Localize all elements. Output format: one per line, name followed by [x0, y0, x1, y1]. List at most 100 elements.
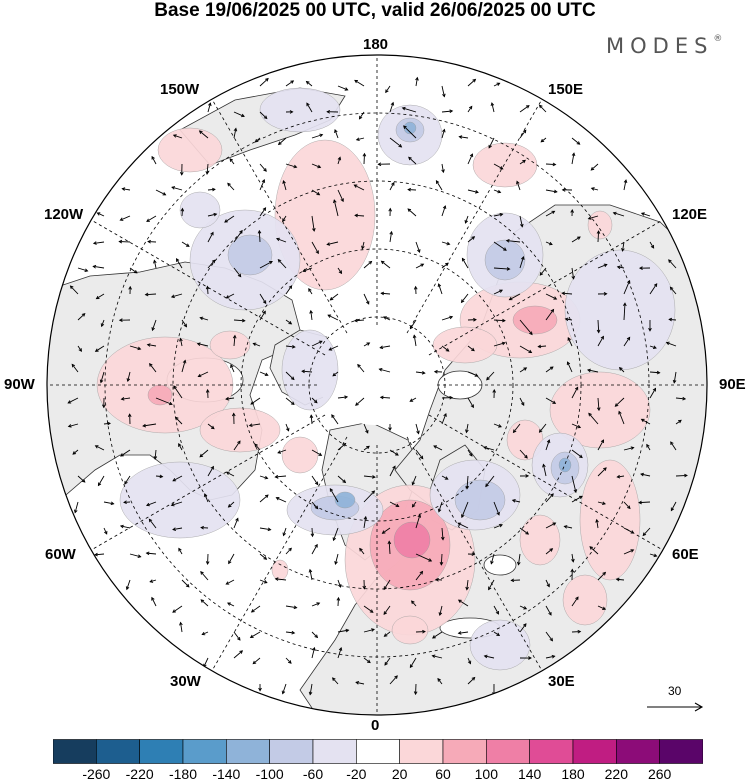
anomaly-region: [334, 491, 356, 509]
meridian-line: [206, 436, 348, 680]
wind-vector: [227, 602, 235, 607]
wind-vector: [327, 314, 339, 321]
wind-vector: [172, 475, 183, 482]
wind-vector: [254, 137, 261, 143]
wind-vector: [127, 413, 132, 425]
wind-vector: [275, 237, 287, 243]
wind-vector: [73, 501, 79, 514]
wind-vector: [198, 130, 209, 139]
wind-vector: [519, 449, 528, 459]
wind-vector: [301, 369, 313, 374]
wind-vector: [252, 657, 261, 665]
wind-vector: [563, 525, 573, 529]
wind-vector: [337, 579, 342, 588]
label-lon-30w: 30W: [170, 673, 201, 690]
wind-vector: [538, 423, 547, 433]
wind-vector: [379, 395, 391, 400]
wind-vector: [250, 397, 261, 405]
label-lon-120e: 120E: [672, 206, 708, 223]
wind-vector: [545, 493, 554, 503]
wind-vector: [306, 102, 313, 113]
wind-vector: [409, 657, 417, 669]
wind-vector: [675, 473, 688, 478]
wind-vector: [545, 439, 551, 451]
wind-vector: [587, 368, 599, 373]
wind-vector: [125, 579, 131, 591]
wind-vector: [176, 258, 183, 269]
wind-vector: [642, 527, 651, 537]
wind-vector: [441, 163, 445, 174]
wind-vector: [519, 605, 528, 610]
wind-vector: [415, 241, 421, 254]
anomaly-region: [271, 559, 289, 581]
wind-vector: [488, 579, 495, 591]
wind-vector: [181, 359, 187, 373]
colorbar-swatch: [659, 739, 703, 764]
wind-vector: [92, 241, 105, 245]
wind-vector: [597, 263, 608, 269]
wind-vector: [146, 343, 157, 347]
wind-vector: [331, 677, 339, 685]
wind-vector: [277, 258, 287, 269]
wind-vector: [233, 111, 245, 118]
wind-vector: [380, 260, 391, 269]
wind-vector: [545, 522, 557, 529]
anomaly-region: [209, 330, 251, 360]
wind-vector: [336, 596, 341, 607]
wind-vector: [571, 267, 576, 280]
wind-vector: [274, 474, 287, 479]
wind-vector: [571, 236, 581, 243]
wind-vector: [623, 336, 631, 347]
wind-vector: [333, 199, 339, 217]
anomaly-region: [179, 191, 221, 229]
wind-vector: [457, 631, 469, 635]
wind-vector: [277, 449, 287, 454]
colorbar-swatch: [399, 739, 444, 764]
wind-vector: [467, 153, 474, 165]
colorbar-tick-label: 260: [647, 766, 672, 782]
wind-vector: [638, 500, 651, 505]
wind-vector: [230, 364, 235, 373]
wind-vector: [467, 552, 476, 557]
wind-vector: [519, 129, 527, 139]
wind-vector: [519, 105, 530, 113]
wind-vector: [377, 162, 391, 167]
wind-vector: [519, 256, 525, 269]
label-lon-150w: 150W: [160, 81, 200, 98]
wind-vector: [646, 443, 651, 451]
wind-vector: [571, 152, 576, 165]
anomaly-region: [393, 521, 431, 559]
wind-vector: [332, 527, 339, 542]
wind-vector: [337, 628, 350, 633]
wind-vector: [285, 110, 294, 114]
label-lon-60e: 60E: [672, 546, 699, 563]
wind-vector: [441, 85, 446, 98]
wind-vector: [354, 79, 365, 87]
wind-vector: [118, 318, 131, 322]
colorbar-swatch: [572, 739, 617, 764]
wind-vector: [119, 215, 131, 221]
wind-vector: [570, 209, 574, 217]
label-lon-60w: 60W: [45, 546, 76, 563]
wind-vector: [326, 109, 339, 114]
wind-vector: [309, 309, 313, 321]
wind-vector: [467, 657, 472, 665]
label-lon-90e: 90E: [719, 376, 746, 393]
wind-vector: [155, 474, 164, 479]
wind-vector: [623, 549, 635, 555]
wind-vector: [493, 82, 501, 87]
wind-vector: [467, 78, 477, 87]
wind-vector: [441, 345, 450, 352]
wind-vector: [401, 106, 417, 113]
wind-vector: [200, 571, 209, 581]
wind-vector: [305, 80, 313, 87]
wind-vector: [545, 162, 557, 167]
wind-vector: [311, 133, 324, 139]
wind-vector: [155, 397, 173, 406]
wind-vector: [441, 395, 454, 400]
meridian-line: [428, 414, 672, 556]
wind-vector: [233, 229, 243, 243]
wind-vector: [285, 371, 295, 381]
black-sea: [483, 554, 517, 576]
wind-vector: [275, 497, 287, 503]
